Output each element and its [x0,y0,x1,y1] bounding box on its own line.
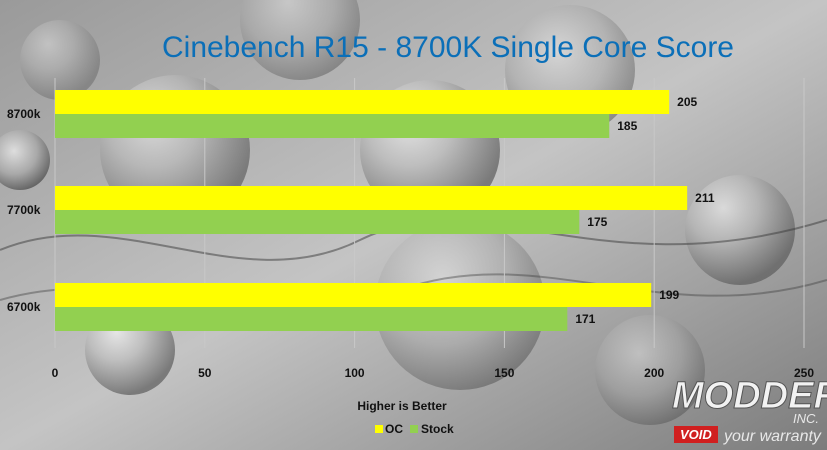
data-label-oc-7700k: 211 [695,191,715,205]
bars [55,90,688,331]
bar-stock-8700k [55,114,610,138]
category-labels: 8700k 7700k 6700k [7,107,41,314]
x-tick-label: 0 [52,366,59,380]
category-label-7700k: 7700k [7,203,41,217]
legend-label-oc: OC [385,422,403,436]
data-label-stock-8700k: 185 [617,119,637,133]
x-tick-label: 100 [345,366,365,380]
watermark-tagline: your warranty [723,428,822,445]
watermark-suffix: INC. [793,411,819,426]
legend: OC Stock [375,422,454,436]
bar-stock-7700k [55,210,580,234]
x-tick-label: 150 [494,366,514,380]
bar-oc-7700k [55,186,688,210]
x-axis-label: Higher is Better [357,399,447,413]
x-tick-label: 200 [644,366,664,380]
x-tick-labels: 0 50 100 150 200 250 [52,366,815,380]
watermark-void-badge [674,426,718,443]
x-tick-label: 250 [794,366,814,380]
data-label-oc-8700k: 205 [677,95,697,109]
data-label-stock-6700k: 171 [575,312,595,326]
x-tick-label: 50 [198,366,212,380]
bar-oc-6700k [55,283,652,307]
watermark-logo: MODDERS INC. VOID your warranty [672,375,827,446]
category-label-8700k: 8700k [7,107,41,121]
legend-swatch-oc [375,425,383,433]
data-labels: 205 185 211 175 199 171 [575,95,715,326]
watermark-brand: MODDERS [672,375,827,417]
data-label-oc-6700k: 199 [659,288,679,302]
legend-label-stock: Stock [421,422,454,436]
bar-oc-8700k [55,90,670,114]
chart-title: Cinebench R15 - 8700K Single Core Score [162,31,734,64]
category-label-6700k: 6700k [7,300,41,314]
watermark-tag: VOID [680,427,712,442]
legend-swatch-stock [410,425,418,433]
data-label-stock-7700k: 175 [587,215,607,229]
bar-stock-6700k [55,307,568,331]
